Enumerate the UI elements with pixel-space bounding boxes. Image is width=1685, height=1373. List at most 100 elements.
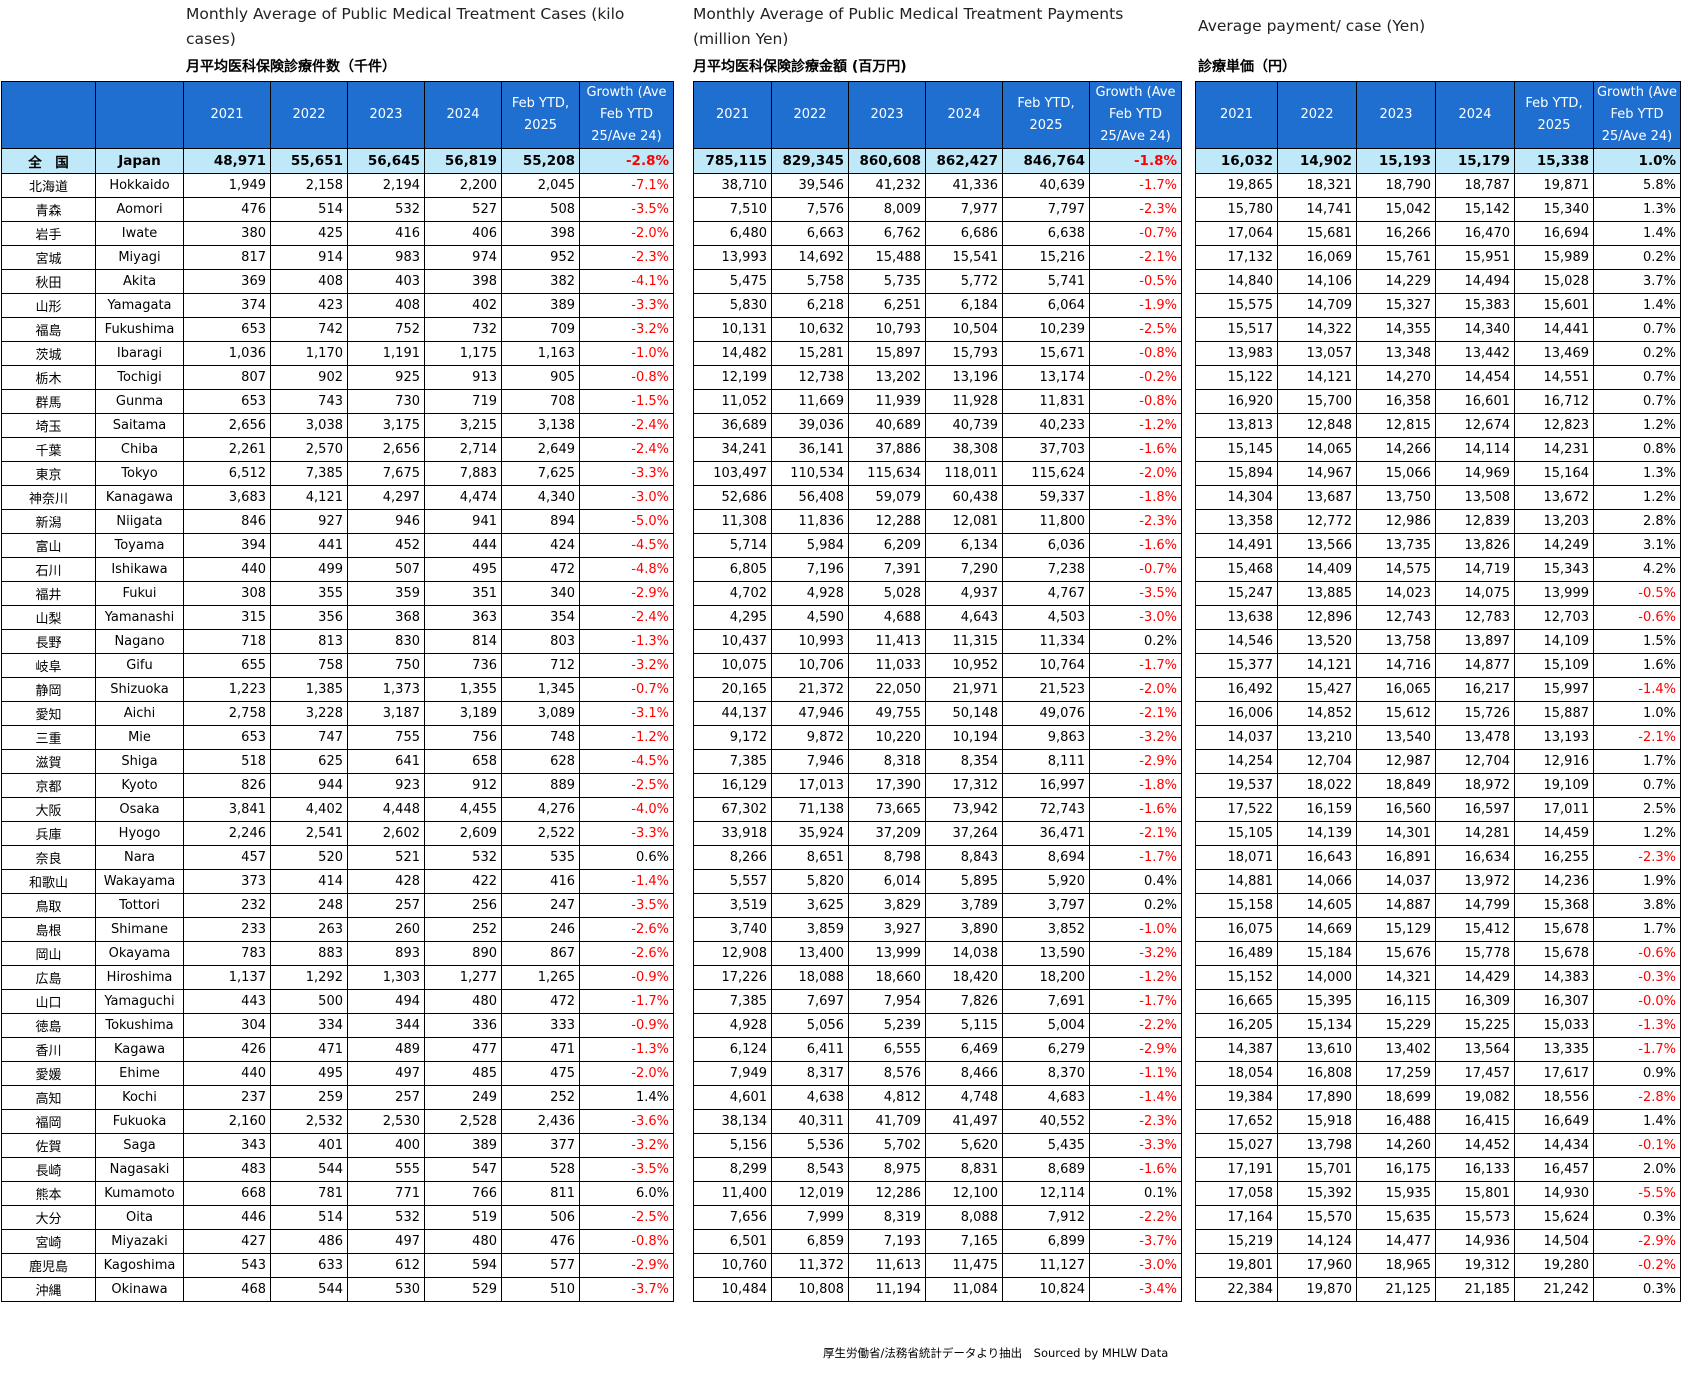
- cases-value-cell: 826: [183, 773, 271, 798]
- cases-value-cell: 783: [183, 941, 271, 966]
- cases-value-cell: 446: [183, 1205, 271, 1230]
- cases-growth-cell: -2.4%: [579, 605, 674, 630]
- prefecture-name-jp: 佐賀: [1, 1133, 96, 1158]
- average-value-cell: 15,145: [1195, 437, 1278, 462]
- payments-value-cell: 4,295: [693, 605, 772, 630]
- payments-value-cell: 5,920: [1002, 869, 1090, 894]
- payments-value-cell: 10,239: [1002, 317, 1090, 342]
- average-value-cell: 16,075: [1195, 917, 1278, 942]
- prefecture-name-jp: 栃木: [1, 365, 96, 390]
- payments-value-cell: 40,689: [848, 413, 926, 438]
- average-value-cell: 15,042: [1356, 197, 1436, 222]
- average-table-row: 15,247 13,885 14,023 14,075 13,999 -0.5%: [1195, 581, 1681, 606]
- average-growth-cell: 0.3%: [1593, 1277, 1681, 1302]
- payments-value-cell: 56,408: [771, 485, 849, 510]
- cases-value-cell: 441: [270, 533, 348, 558]
- average-value-cell: 14,709: [1277, 293, 1357, 318]
- average-section-title-jp: 診療単価（円）: [1198, 59, 1296, 75]
- payments-table-row: 7,949 8,317 8,576 8,466 8,370 -1.1%: [693, 1061, 1182, 1086]
- payments-value-cell: 14,692: [771, 245, 849, 270]
- average-value-cell: 15,887: [1514, 701, 1594, 726]
- cases-column-header: 2021: [183, 81, 271, 149]
- average-value-cell: 16,470: [1435, 221, 1515, 246]
- payments-value-cell: 110,534: [771, 461, 849, 486]
- payments-value-cell: 18,420: [925, 965, 1003, 990]
- payments-growth-cell: -1.8%: [1089, 485, 1182, 510]
- average-section-title: Average payment/ case (Yen): [1198, 17, 1426, 35]
- average-value-cell: 15,066: [1356, 461, 1436, 486]
- payments-value-cell: 7,912: [1002, 1205, 1090, 1230]
- average-value-cell: 15,681: [1277, 221, 1357, 246]
- cases-value-cell: 246: [501, 917, 580, 942]
- average-value-cell: 13,672: [1514, 485, 1594, 510]
- average-value-cell: 18,972: [1435, 773, 1515, 798]
- average-value-cell: 17,652: [1195, 1109, 1278, 1134]
- average-value-cell: 13,897: [1435, 629, 1515, 654]
- average-table-row: 14,840 14,106 14,229 14,494 15,028 3.7%: [1195, 269, 1681, 294]
- average-value-cell: 14,000: [1277, 965, 1357, 990]
- payments-value-cell: 6,663: [771, 221, 849, 246]
- payments-growth-cell: -0.5%: [1089, 269, 1182, 294]
- payments-table-row: 3,740 3,859 3,927 3,890 3,852 -1.0%: [693, 917, 1182, 942]
- prefecture-name-jp: 愛知: [1, 701, 96, 726]
- cases-table-row: 長野 Nagano 718 813 830 814 803 -1.3%: [1, 629, 674, 654]
- cases-value-cell: 304: [183, 1013, 271, 1038]
- average-table-row: 17,064 15,681 16,266 16,470 16,694 1.4%: [1195, 221, 1681, 246]
- payments-value-cell: 7,797: [1002, 197, 1090, 222]
- payments-growth-cell: 0.1%: [1089, 1181, 1182, 1206]
- payments-value-cell: 4,928: [771, 581, 849, 606]
- cases-table-row: 山形 Yamagata 374 423 408 402 389 -3.3%: [1, 293, 674, 318]
- payments-value-cell: 5,004: [1002, 1013, 1090, 1038]
- payments-growth-cell: -1.4%: [1089, 1085, 1182, 1110]
- cases-value-cell: 1,345: [501, 677, 580, 702]
- cases-table-row: 栃木 Tochigi 807 902 925 913 905 -0.8%: [1, 365, 674, 390]
- cases-growth-cell: -3.1%: [579, 701, 674, 726]
- payments-column-header: Growth (Ave Feb YTD 25/Ave 24): [1089, 81, 1182, 149]
- payments-value-cell: 15,216: [1002, 245, 1090, 270]
- payments-value-cell: 3,890: [925, 917, 1003, 942]
- payments-value-cell: 4,928: [693, 1013, 772, 1038]
- payments-value-cell: 6,638: [1002, 221, 1090, 246]
- payments-table-row: 7,385 7,946 8,318 8,354 8,111 -2.9%: [693, 749, 1182, 774]
- prefecture-name-jp: 兵庫: [1, 821, 96, 846]
- average-value-cell: 14,075: [1435, 581, 1515, 606]
- average-column-header: 2024: [1435, 81, 1515, 149]
- cases-value-cell: 1,223: [183, 677, 271, 702]
- payments-value-cell: 40,552: [1002, 1109, 1090, 1134]
- average-value-cell: 16,665: [1195, 989, 1278, 1014]
- cases-value-cell: 56,645: [347, 148, 425, 174]
- prefecture-name-jp: 山口: [1, 989, 96, 1014]
- payments-value-cell: 11,194: [848, 1277, 926, 1302]
- payments-value-cell: 5,772: [925, 269, 1003, 294]
- payments-value-cell: 11,413: [848, 629, 926, 654]
- prefecture-name-en: Chiba: [95, 437, 184, 462]
- payments-table-row: 38,134 40,311 41,709 41,497 40,552 -2.3%: [693, 1109, 1182, 1134]
- average-table-row: 16,492 15,427 16,065 16,217 15,997 -1.4%: [1195, 677, 1681, 702]
- prefecture-name-jp: 山形: [1, 293, 96, 318]
- prefecture-name-en: Kagawa: [95, 1037, 184, 1062]
- cases-table-row: 鳥取 Tottori 232 248 257 256 247 -3.5%: [1, 893, 674, 918]
- average-table-row: 14,491 13,566 13,735 13,826 14,249 3.1%: [1195, 533, 1681, 558]
- average-growth-cell: -0.3%: [1593, 965, 1681, 990]
- average-growth-cell: 3.7%: [1593, 269, 1681, 294]
- cases-value-cell: 983: [347, 245, 425, 270]
- prefecture-name-en: Shiga: [95, 749, 184, 774]
- cases-value-cell: 497: [347, 1229, 425, 1254]
- payments-value-cell: 5,239: [848, 1013, 926, 1038]
- average-table-row: 15,575 14,709 15,327 15,383 15,601 1.4%: [1195, 293, 1681, 318]
- payments-value-cell: 7,385: [693, 989, 772, 1014]
- cases-value-cell: 424: [501, 533, 580, 558]
- average-value-cell: 14,491: [1195, 533, 1278, 558]
- cases-value-cell: 946: [347, 509, 425, 534]
- cases-table-row: 京都 Kyoto 826 944 923 912 889 -2.5%: [1, 773, 674, 798]
- prefecture-name-en: Mie: [95, 725, 184, 750]
- average-value-cell: 13,564: [1435, 1037, 1515, 1062]
- average-header-row: 2021 2022 2023 2024 Feb YTD, 2025 Growth (Ave…: [1195, 81, 1681, 149]
- average-value-cell: 14,452: [1435, 1133, 1515, 1158]
- average-value-cell: 14,304: [1195, 485, 1278, 510]
- payments-table-row: 4,601 4,638 4,812 4,748 4,683 -1.4%: [693, 1085, 1182, 1110]
- payments-table-row: 10,484 10,808 11,194 11,084 10,824 -3.4%: [693, 1277, 1182, 1302]
- cases-value-cell: 532: [424, 845, 502, 870]
- payments-value-cell: 6,124: [693, 1037, 772, 1062]
- payments-value-cell: 7,165: [925, 1229, 1003, 1254]
